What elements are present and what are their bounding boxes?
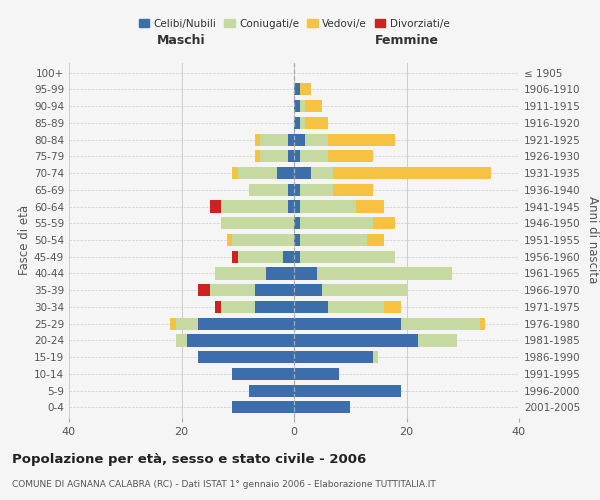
Bar — [294, 234, 299, 246]
Bar — [356, 200, 384, 212]
Bar — [479, 318, 485, 330]
Bar — [294, 200, 299, 212]
Bar — [209, 284, 254, 296]
Bar — [299, 117, 305, 129]
Bar — [305, 117, 328, 129]
Bar — [294, 134, 305, 145]
Bar — [254, 150, 260, 162]
Bar — [294, 318, 401, 330]
Bar — [238, 167, 277, 179]
Bar — [232, 250, 238, 263]
Bar — [294, 284, 322, 296]
Bar — [199, 318, 294, 330]
Bar — [215, 301, 221, 313]
Bar — [232, 368, 294, 380]
Bar — [277, 167, 294, 179]
Text: Femmine: Femmine — [374, 34, 439, 48]
Bar — [294, 402, 350, 413]
Bar — [401, 318, 479, 330]
Bar — [299, 200, 356, 212]
Bar — [266, 268, 294, 280]
Bar — [254, 134, 260, 145]
Bar — [373, 351, 379, 363]
Bar — [176, 334, 187, 346]
Bar — [294, 100, 299, 112]
Bar — [299, 100, 305, 112]
Bar — [418, 334, 457, 346]
Bar — [317, 268, 452, 280]
Bar — [373, 217, 395, 230]
Bar — [289, 184, 294, 196]
Bar — [289, 200, 294, 212]
Bar — [311, 167, 334, 179]
Bar — [249, 184, 289, 196]
Bar — [299, 217, 373, 230]
Bar — [215, 268, 266, 280]
Bar — [384, 301, 401, 313]
Bar — [232, 234, 294, 246]
Y-axis label: Fasce di età: Fasce di età — [18, 205, 31, 275]
Text: Popolazione per età, sesso e stato civile - 2006: Popolazione per età, sesso e stato civil… — [12, 452, 366, 466]
Bar — [209, 200, 221, 212]
Bar — [176, 318, 199, 330]
Bar — [294, 384, 401, 396]
Bar — [294, 184, 299, 196]
Bar — [232, 402, 294, 413]
Bar — [328, 150, 373, 162]
Bar — [299, 150, 328, 162]
Bar — [254, 301, 294, 313]
Bar — [294, 217, 299, 230]
Bar — [221, 200, 289, 212]
Bar — [221, 217, 294, 230]
Bar — [334, 184, 373, 196]
Bar — [170, 318, 176, 330]
Bar — [199, 284, 209, 296]
Bar — [260, 150, 289, 162]
Bar — [260, 134, 289, 145]
Bar — [187, 334, 294, 346]
Bar — [294, 84, 299, 96]
Y-axis label: Anni di nascita: Anni di nascita — [586, 196, 599, 284]
Bar — [294, 351, 373, 363]
Bar — [199, 351, 294, 363]
Bar — [254, 284, 294, 296]
Bar — [367, 234, 384, 246]
Bar — [289, 150, 294, 162]
Bar — [305, 134, 328, 145]
Bar — [294, 301, 328, 313]
Bar — [294, 368, 339, 380]
Bar — [299, 84, 311, 96]
Bar — [334, 167, 491, 179]
Text: COMUNE DI AGNANA CALABRA (RC) - Dati ISTAT 1° gennaio 2006 - Elaborazione TUTTIT: COMUNE DI AGNANA CALABRA (RC) - Dati IST… — [12, 480, 436, 489]
Bar — [294, 334, 418, 346]
Bar — [227, 234, 232, 246]
Bar — [299, 250, 395, 263]
Bar — [249, 384, 294, 396]
Bar — [299, 184, 334, 196]
Bar — [294, 117, 299, 129]
Bar — [232, 167, 238, 179]
Bar — [221, 301, 254, 313]
Bar — [322, 284, 407, 296]
Bar — [294, 268, 317, 280]
Legend: Celibi/Nubili, Coniugati/e, Vedovi/e, Divorziati/e: Celibi/Nubili, Coniugati/e, Vedovi/e, Di… — [134, 14, 454, 33]
Bar — [294, 150, 299, 162]
Bar — [238, 250, 283, 263]
Bar — [299, 234, 367, 246]
Bar — [305, 100, 322, 112]
Bar — [289, 134, 294, 145]
Bar — [294, 250, 299, 263]
Bar — [328, 301, 384, 313]
Text: Maschi: Maschi — [157, 34, 206, 48]
Bar — [283, 250, 294, 263]
Bar — [328, 134, 395, 145]
Bar — [294, 167, 311, 179]
